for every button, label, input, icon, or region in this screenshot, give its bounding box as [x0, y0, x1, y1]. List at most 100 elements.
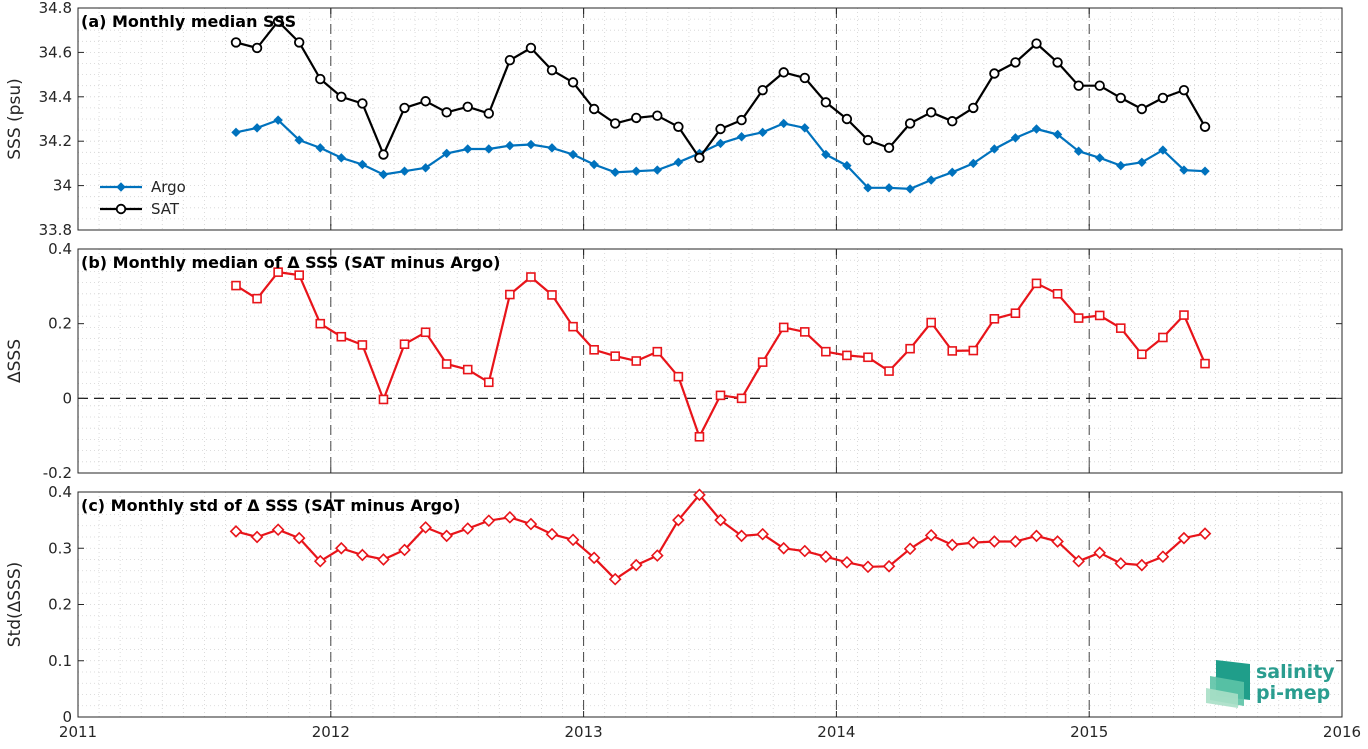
panel-c-series-diff — [229, 488, 1212, 586]
data-point — [714, 513, 727, 527]
data-point — [461, 522, 475, 535]
data-point — [1199, 121, 1211, 132]
data-point — [756, 527, 769, 541]
panel-c-y-axis-label: Std(ΔSSS) — [5, 562, 25, 648]
data-point — [357, 340, 368, 350]
data-point — [398, 543, 411, 557]
data-point — [968, 102, 979, 114]
data-point — [1137, 349, 1147, 360]
panel-b: -0.2 0 0.2 0.4 ΔSSS (b) Monthly median of Δ S… — [5, 240, 1343, 482]
data-point — [441, 107, 452, 118]
data-point — [399, 166, 410, 176]
data-point — [378, 169, 389, 180]
data-point — [1052, 288, 1063, 299]
data-point — [798, 544, 812, 558]
data-point — [1177, 531, 1191, 545]
data-point — [947, 167, 957, 177]
data-point — [1072, 554, 1085, 568]
data-point — [1073, 146, 1084, 156]
data-point — [273, 115, 283, 125]
data-point — [863, 183, 873, 193]
data-point — [294, 135, 304, 145]
panel-a: 33.8 34 34.2 34.4 34.6 34.8 SSS (psu) (a) Month… — [5, 0, 1343, 239]
x-tick-label: 2013 — [565, 723, 603, 741]
data-point — [1051, 535, 1064, 548]
panel-a-axes-box — [77, 7, 1343, 231]
data-point — [926, 317, 936, 328]
data-point — [568, 149, 578, 160]
data-point — [1010, 133, 1021, 143]
data-point — [884, 183, 894, 193]
data-point — [1094, 310, 1105, 321]
data-point — [231, 127, 241, 138]
data-point — [694, 152, 705, 164]
data-point — [336, 153, 347, 163]
data-point — [587, 551, 601, 565]
x-tick-label: 2016 — [1323, 723, 1361, 741]
data-point — [1115, 92, 1126, 104]
y-tick-label: 34 — [53, 177, 72, 195]
data-point — [799, 327, 810, 337]
data-point — [357, 159, 368, 170]
data-point — [989, 314, 1000, 324]
panel-b-y-axis-label: ΔSSS — [5, 339, 25, 383]
data-point — [441, 148, 452, 159]
data-point — [861, 560, 875, 574]
data-point — [1135, 558, 1149, 572]
data-point — [715, 390, 726, 401]
data-point — [505, 140, 515, 151]
y-tick-label: 34.6 — [39, 43, 72, 61]
data-point — [650, 549, 664, 562]
data-point — [294, 270, 304, 280]
data-point — [820, 97, 832, 108]
data-point — [547, 290, 557, 300]
data-point — [1179, 165, 1189, 175]
logo-line2: pi-mep — [1256, 682, 1330, 704]
panel-b-y-axis: -0.2 0 0.2 0.4 — [43, 240, 1342, 482]
data-point — [568, 321, 578, 332]
data-point — [882, 559, 896, 573]
salinity-pi-mep-logo: salinity pi-mep — [1206, 660, 1335, 708]
y-tick-label: -0.2 — [43, 464, 72, 482]
data-point — [252, 123, 262, 133]
data-point — [863, 352, 873, 363]
data-point — [609, 118, 621, 129]
data-point — [842, 350, 852, 361]
panel-a-legend: Argo SAT — [100, 178, 186, 218]
data-point — [377, 553, 390, 566]
data-point — [1010, 57, 1021, 68]
data-point — [1198, 527, 1212, 540]
data-point — [462, 101, 473, 112]
data-point — [419, 521, 432, 534]
data-point — [925, 107, 937, 118]
data-point — [230, 37, 242, 48]
data-point — [1116, 160, 1126, 171]
data-point — [589, 344, 599, 355]
panel-b-axes-box — [77, 248, 1343, 474]
data-point — [292, 531, 306, 545]
data-point — [989, 144, 1000, 154]
data-point — [1179, 310, 1189, 320]
data-point — [778, 322, 789, 333]
data-point — [610, 167, 620, 177]
data-point — [1093, 546, 1107, 560]
data-point — [463, 144, 473, 154]
data-point — [1073, 80, 1084, 91]
data-point — [524, 517, 538, 531]
data-point — [273, 267, 283, 277]
data-point — [926, 175, 936, 185]
data-point — [631, 166, 641, 176]
data-point — [251, 42, 263, 54]
data-point — [315, 318, 326, 329]
panel-a-series-argo — [231, 115, 1210, 194]
y-tick-label: 34.2 — [39, 132, 72, 150]
data-point — [778, 67, 789, 78]
data-point — [883, 142, 895, 154]
legend-label: SAT — [151, 200, 180, 218]
data-point — [989, 68, 1000, 79]
y-tick-label: 0 — [62, 389, 72, 407]
panel-a-y-axis-label: SSS (psu) — [5, 78, 25, 159]
data-point — [313, 554, 327, 568]
data-point — [229, 525, 243, 538]
